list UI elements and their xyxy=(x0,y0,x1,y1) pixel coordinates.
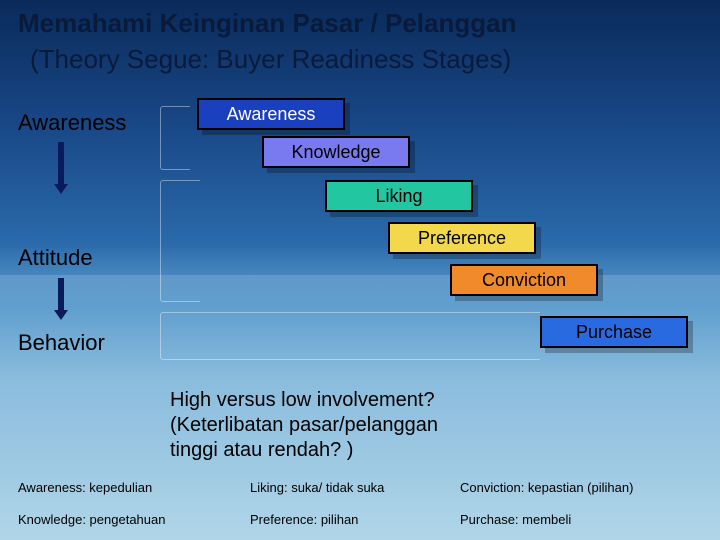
category-behavior: Behavior xyxy=(18,330,105,356)
stage-awareness: Awareness xyxy=(197,98,345,130)
glossary-item: Conviction: kepastian (pilihan) xyxy=(460,480,633,495)
stage-label: Knowledge xyxy=(262,136,410,168)
stage-label: Preference xyxy=(388,222,536,254)
bracket-line xyxy=(160,180,200,302)
glossary-item: Liking: suka/ tidak suka xyxy=(250,480,384,495)
question-text: High versus low involvement?(Keterlibata… xyxy=(170,388,438,463)
stage-label: Liking xyxy=(325,180,473,212)
bracket-line xyxy=(160,312,540,360)
category-awareness: Awareness xyxy=(18,110,126,136)
arrow-down-icon xyxy=(54,142,68,194)
stage-liking: Liking xyxy=(325,180,473,212)
page-subtitle: (Theory Segue: Buyer Readiness Stages) xyxy=(30,44,511,75)
stage-label: Awareness xyxy=(197,98,345,130)
stage-knowledge: Knowledge xyxy=(262,136,410,168)
page-title: Memahami Keinginan Pasar / Pelanggan xyxy=(18,8,702,39)
glossary-item: Knowledge: pengetahuan xyxy=(18,512,165,527)
glossary-item: Purchase: membeli xyxy=(460,512,571,527)
category-attitude: Attitude xyxy=(18,245,93,271)
stage-preference: Preference xyxy=(388,222,536,254)
glossary-item: Preference: pilihan xyxy=(250,512,358,527)
horizon-band xyxy=(0,275,720,305)
bracket-line xyxy=(160,106,190,170)
glossary-item: Awareness: kepedulian xyxy=(18,480,152,495)
stage-purchase: Purchase xyxy=(540,316,688,348)
arrow-down-icon xyxy=(54,278,68,320)
stage-label: Purchase xyxy=(540,316,688,348)
stage-label: Conviction xyxy=(450,264,598,296)
stage-conviction: Conviction xyxy=(450,264,598,296)
